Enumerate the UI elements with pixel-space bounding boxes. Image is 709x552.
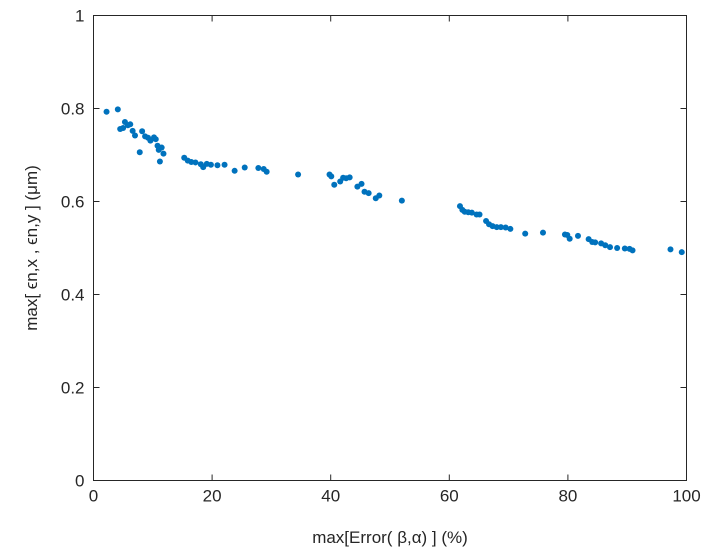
data-point	[295, 171, 302, 178]
data-point	[114, 106, 121, 113]
y-tick-label: 0.4	[61, 286, 85, 305]
y-tick-label: 0.8	[61, 100, 85, 119]
data-point	[158, 144, 165, 151]
x-tick-label: 40	[321, 487, 340, 506]
data-point	[127, 121, 134, 128]
data-point	[103, 108, 110, 115]
y-tick-label: 1	[75, 7, 84, 26]
y-tick-label: 0.2	[61, 379, 85, 398]
x-tick-label: 100	[672, 487, 700, 506]
data-point	[160, 150, 167, 157]
data-point	[398, 197, 405, 204]
data-point	[502, 224, 509, 231]
y-tick-label: 0	[75, 472, 84, 491]
data-point	[539, 229, 546, 236]
data-point	[152, 136, 159, 143]
data-point	[365, 190, 372, 197]
data-point	[139, 128, 146, 135]
y-axis-ticks: 0 0.2 0.4 0.6 0.8 1	[61, 7, 687, 491]
y-axis-label: max[ ϵn,x , ϵn,y ] (μm)	[22, 165, 41, 331]
data-point	[522, 230, 529, 237]
data-point	[507, 225, 514, 232]
x-tick-label: 60	[440, 487, 459, 506]
x-axis-label: max[Error( β,α) ] (%)	[312, 528, 468, 547]
y-tick-label: 0.6	[61, 193, 85, 212]
data-point	[493, 224, 500, 231]
data-point	[331, 181, 338, 188]
x-tick-label: 20	[203, 487, 222, 506]
data-point	[614, 245, 621, 251]
data-point	[602, 242, 609, 249]
data-point	[358, 180, 365, 187]
data-point	[629, 247, 636, 254]
data-point	[156, 158, 163, 165]
data-point	[376, 192, 383, 199]
data-point	[621, 245, 628, 252]
data-point	[221, 161, 228, 168]
data-point	[574, 232, 581, 239]
data-point	[497, 224, 504, 231]
data-point	[592, 239, 599, 246]
data-point	[129, 127, 136, 134]
data-point	[468, 209, 475, 216]
plot-area-frame	[93, 15, 687, 481]
data-point	[192, 159, 199, 166]
data-point	[607, 244, 614, 251]
data-point	[207, 161, 214, 168]
data-point	[120, 125, 127, 132]
data-point	[346, 174, 353, 181]
data-point	[263, 168, 270, 175]
data-points	[103, 106, 685, 256]
x-tick-label: 0	[89, 487, 98, 506]
data-point	[241, 164, 248, 171]
data-point	[214, 162, 221, 169]
x-tick-label: 80	[558, 487, 577, 506]
data-point	[476, 211, 483, 218]
data-point	[566, 235, 573, 242]
data-point	[136, 149, 143, 156]
data-point	[231, 167, 238, 174]
data-point	[678, 249, 685, 256]
x-axis-ticks: 0 20 40 60 80 100	[89, 15, 701, 506]
data-point	[132, 132, 139, 139]
data-point	[255, 165, 262, 172]
data-point	[667, 246, 674, 253]
data-point	[328, 173, 335, 180]
